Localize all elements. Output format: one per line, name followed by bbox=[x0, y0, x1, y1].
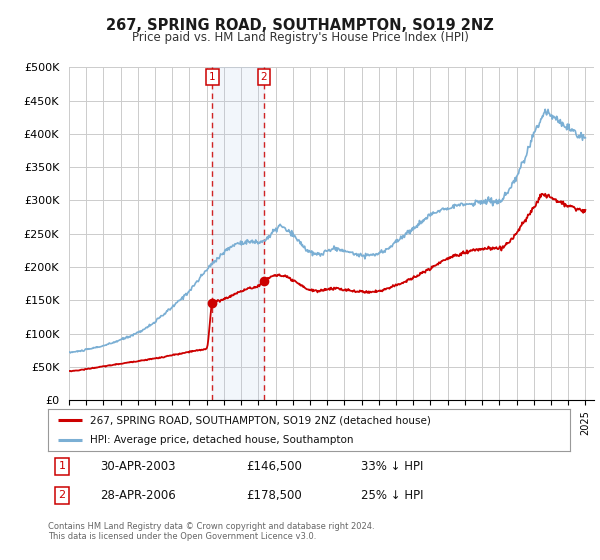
Text: 30-APR-2003: 30-APR-2003 bbox=[100, 460, 176, 473]
Text: £146,500: £146,500 bbox=[247, 460, 302, 473]
Text: 33% ↓ HPI: 33% ↓ HPI bbox=[361, 460, 424, 473]
Text: 2: 2 bbox=[58, 491, 65, 501]
Text: 2: 2 bbox=[261, 72, 268, 82]
Text: 1: 1 bbox=[58, 461, 65, 472]
Text: 25% ↓ HPI: 25% ↓ HPI bbox=[361, 489, 424, 502]
Text: Contains HM Land Registry data © Crown copyright and database right 2024.
This d: Contains HM Land Registry data © Crown c… bbox=[48, 522, 374, 542]
Text: 267, SPRING ROAD, SOUTHAMPTON, SO19 2NZ (detached house): 267, SPRING ROAD, SOUTHAMPTON, SO19 2NZ … bbox=[90, 415, 431, 425]
Text: 1: 1 bbox=[209, 72, 215, 82]
Text: Price paid vs. HM Land Registry's House Price Index (HPI): Price paid vs. HM Land Registry's House … bbox=[131, 31, 469, 44]
Text: £178,500: £178,500 bbox=[247, 489, 302, 502]
Text: 28-APR-2006: 28-APR-2006 bbox=[100, 489, 176, 502]
Text: HPI: Average price, detached house, Southampton: HPI: Average price, detached house, Sout… bbox=[90, 435, 353, 445]
Text: 267, SPRING ROAD, SOUTHAMPTON, SO19 2NZ: 267, SPRING ROAD, SOUTHAMPTON, SO19 2NZ bbox=[106, 18, 494, 33]
Bar bbox=[212, 67, 264, 400]
